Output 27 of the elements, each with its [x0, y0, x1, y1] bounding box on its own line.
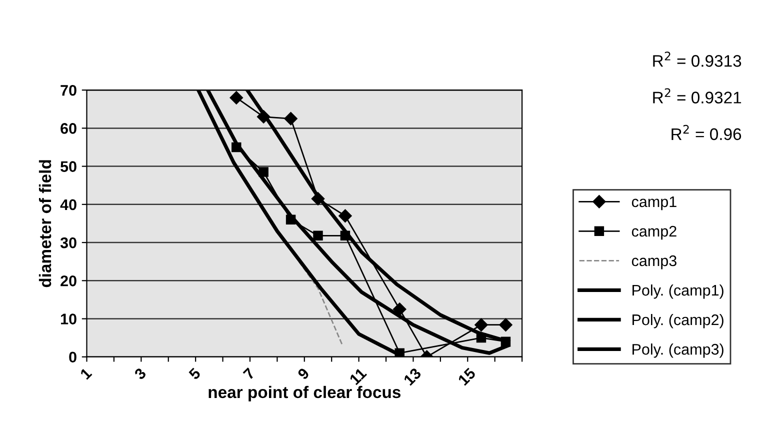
legend-label: camp2	[632, 226, 676, 240]
y-tick-label: 10	[61, 314, 76, 324]
x-tick-label: 13	[403, 367, 422, 386]
text: R$^{2}$ = 0.96	[672, 124, 742, 140]
y-axis-title: diameter of field	[38, 160, 52, 288]
x-tick-label: 3	[134, 367, 147, 380]
x-tick-label: 5	[188, 367, 202, 380]
y-tick-label: 40	[60, 199, 76, 210]
legend-label: camp1	[632, 196, 676, 210]
legend-label: Poly. (camp3)	[632, 344, 724, 358]
legend-label: Poly. (camp2)	[632, 314, 724, 328]
y-tick-label: 70	[60, 84, 76, 96]
y-tick-label: 60	[60, 123, 76, 134]
x-tick-label: 9	[297, 367, 310, 380]
y-tick-label: 50	[60, 161, 76, 172]
x-tick-label: 11	[349, 367, 368, 386]
y-tick-label: 30	[60, 237, 76, 248]
x-tick-label: 7	[242, 367, 256, 380]
legend-label: camp3	[632, 255, 676, 270]
x-tick-label: 1	[80, 367, 92, 380]
y-tick-label: 0	[69, 352, 76, 363]
legend-label: Poly. (camp1)	[632, 284, 724, 299]
y-tick-label: 20	[60, 276, 76, 286]
x-tick-label: 15	[458, 367, 476, 386]
x-axis-title: near point of clear focus	[208, 386, 400, 402]
text: R$^{2}$ = 0.9313	[653, 52, 742, 67]
text: R$^{2}$ = 0.9321	[653, 88, 742, 104]
